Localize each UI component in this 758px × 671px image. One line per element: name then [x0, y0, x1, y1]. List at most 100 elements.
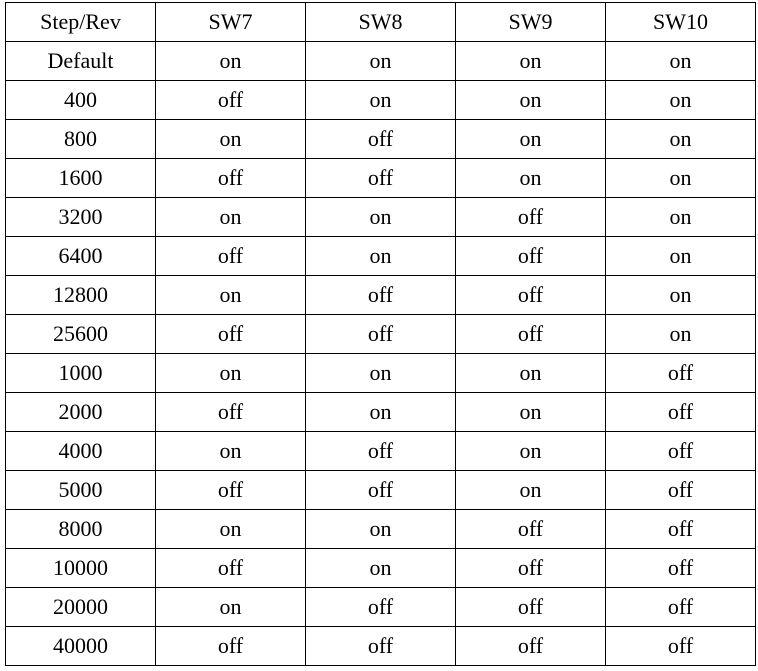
switch-state-cell: on — [155, 353, 306, 393]
step-rev-cell: 10000 — [5, 548, 156, 588]
header-sw8: SW8 — [305, 2, 456, 42]
switch-state-cell: off — [305, 587, 456, 627]
step-rev-cell: 20000 — [5, 587, 156, 627]
switch-state-cell: off — [455, 314, 606, 354]
step-rev-cell: 40000 — [5, 626, 156, 666]
table-row: 25600 off off off on — [5, 314, 756, 354]
switch-state-cell: on — [155, 587, 306, 627]
switch-state-cell: on — [305, 236, 456, 276]
step-rev-cell: Default — [5, 41, 156, 81]
switch-state-cell: on — [455, 119, 606, 159]
switch-state-cell: on — [455, 392, 606, 432]
header-sw7: SW7 — [155, 2, 306, 42]
switch-state-cell: off — [305, 626, 456, 666]
switch-state-cell: off — [305, 470, 456, 510]
switch-state-cell: on — [305, 548, 456, 588]
switch-state-cell: on — [605, 158, 756, 198]
switch-state-cell: on — [305, 197, 456, 237]
header-sw9: SW9 — [455, 2, 606, 42]
switch-state-cell: off — [605, 431, 756, 471]
switch-state-cell: on — [605, 236, 756, 276]
switch-state-cell: on — [305, 509, 456, 549]
switch-state-cell: off — [605, 587, 756, 627]
table-row: 10000 off on off off — [5, 548, 756, 588]
step-rev-cell: 8000 — [5, 509, 156, 549]
switch-state-cell: on — [455, 80, 606, 120]
switch-state-cell: on — [455, 431, 606, 471]
switch-state-cell: off — [455, 236, 606, 276]
table-row: 20000 on off off off — [5, 587, 756, 627]
step-rev-cell: 2000 — [5, 392, 156, 432]
switch-state-cell: off — [155, 392, 306, 432]
dip-switch-table: Step/Rev SW7 SW8 SW9 SW10 Default on on on on 400… — [5, 2, 756, 666]
switch-state-cell: off — [605, 392, 756, 432]
table-row: 40000 off off off off — [5, 626, 756, 666]
switch-state-cell: off — [155, 548, 306, 588]
switch-state-cell: off — [455, 509, 606, 549]
switch-state-cell: off — [605, 548, 756, 588]
step-rev-cell: 1000 — [5, 353, 156, 393]
step-rev-cell: 5000 — [5, 470, 156, 510]
switch-state-cell: on — [455, 41, 606, 81]
switch-state-cell: on — [605, 119, 756, 159]
step-rev-cell: 4000 — [5, 431, 156, 471]
switch-state-cell: on — [605, 80, 756, 120]
table-row: 12800 on off off on — [5, 275, 756, 315]
step-rev-cell: 25600 — [5, 314, 156, 354]
table-row: 6400 off on off on — [5, 236, 756, 276]
switch-state-cell: off — [305, 314, 456, 354]
table-row: 5000 off off on off — [5, 470, 756, 510]
table-row: 3200 on on off on — [5, 197, 756, 237]
switch-state-cell: on — [455, 158, 606, 198]
switch-state-cell: off — [305, 431, 456, 471]
switch-state-cell: on — [305, 41, 456, 81]
switch-state-cell: on — [455, 353, 606, 393]
header-row: Step/Rev SW7 SW8 SW9 SW10 — [5, 2, 756, 42]
switch-state-cell: off — [605, 470, 756, 510]
switch-state-cell: off — [155, 314, 306, 354]
switch-state-cell: off — [455, 548, 606, 588]
switch-state-cell: off — [155, 158, 306, 198]
switch-state-cell: on — [155, 275, 306, 315]
switch-state-cell: on — [455, 470, 606, 510]
step-rev-cell: 3200 — [5, 197, 156, 237]
step-rev-cell: 1600 — [5, 158, 156, 198]
switch-state-cell: off — [605, 626, 756, 666]
step-rev-cell: 12800 — [5, 275, 156, 315]
switch-state-cell: on — [605, 275, 756, 315]
switch-state-cell: off — [455, 197, 606, 237]
switch-state-cell: off — [155, 470, 306, 510]
switch-state-cell: on — [305, 80, 456, 120]
switch-state-cell: on — [305, 392, 456, 432]
switch-state-cell: off — [305, 158, 456, 198]
table-row: 1000 on on on off — [5, 353, 756, 393]
header-sw10: SW10 — [605, 2, 756, 42]
switch-state-cell: on — [605, 314, 756, 354]
table-row: 800 on off on on — [5, 119, 756, 159]
switch-state-cell: off — [305, 275, 456, 315]
switch-state-cell: off — [455, 587, 606, 627]
switch-state-cell: on — [305, 353, 456, 393]
table-row: Default on on on on — [5, 41, 756, 81]
switch-state-cell: on — [155, 197, 306, 237]
switch-state-cell: off — [155, 236, 306, 276]
table-row: 2000 off on on off — [5, 392, 756, 432]
switch-state-cell: off — [155, 626, 306, 666]
table-row: 4000 on off on off — [5, 431, 756, 471]
step-rev-cell: 400 — [5, 80, 156, 120]
switch-state-cell: on — [155, 431, 306, 471]
switch-state-cell: off — [305, 119, 456, 159]
switch-state-cell: on — [155, 509, 306, 549]
step-rev-cell: 800 — [5, 119, 156, 159]
table-row: 1600 off off on on — [5, 158, 756, 198]
switch-state-cell: off — [455, 626, 606, 666]
switch-state-cell: on — [155, 119, 306, 159]
step-rev-cell: 6400 — [5, 236, 156, 276]
switch-state-cell: on — [605, 197, 756, 237]
switch-state-cell: on — [605, 41, 756, 81]
switch-state-cell: on — [155, 41, 306, 81]
switch-state-cell: off — [605, 509, 756, 549]
header-step-rev: Step/Rev — [5, 2, 156, 42]
switch-state-cell: off — [605, 353, 756, 393]
switch-state-cell: off — [155, 80, 306, 120]
